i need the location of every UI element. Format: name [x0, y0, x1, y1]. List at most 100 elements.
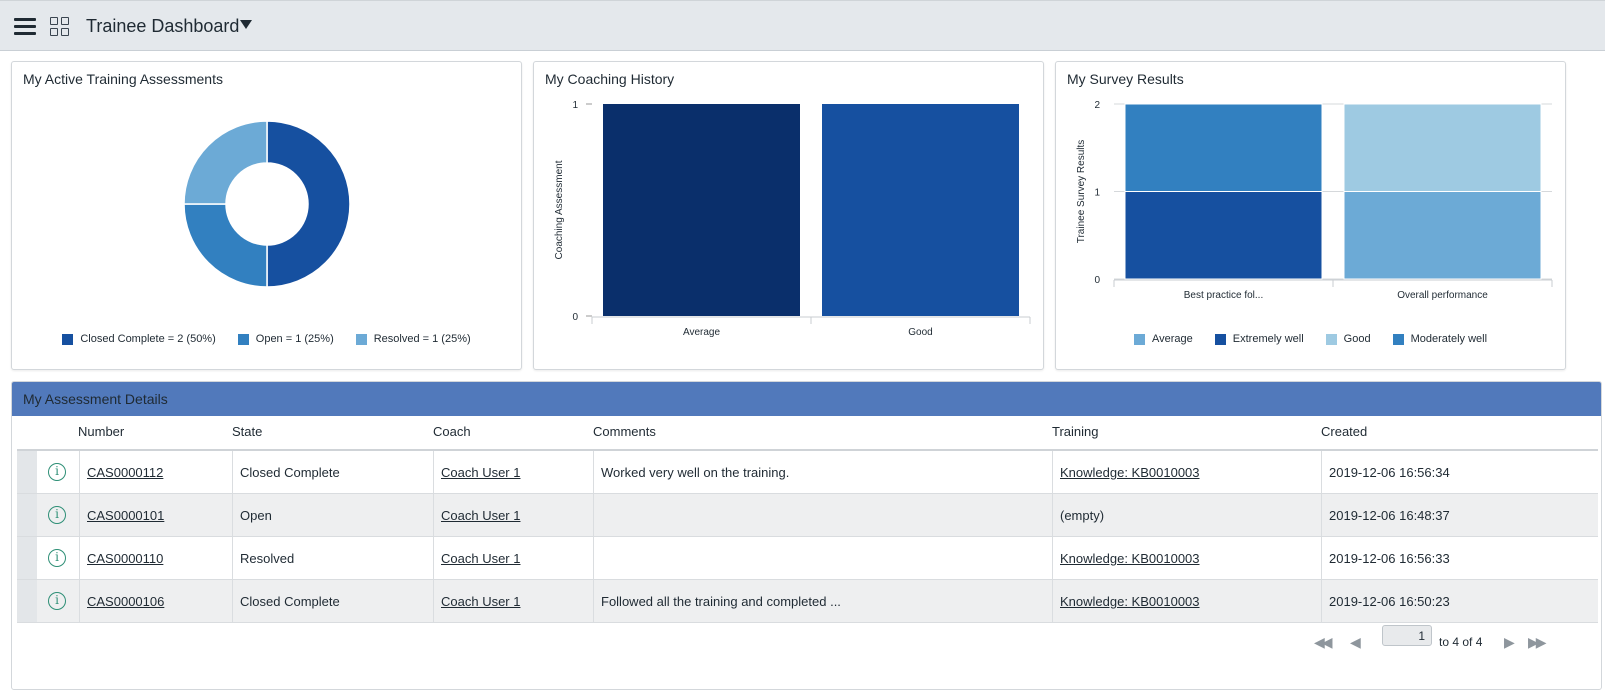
- number-cell[interactable]: CAS0000110: [87, 551, 163, 566]
- bar: [822, 104, 1019, 316]
- info-icon[interactable]: i: [48, 592, 66, 610]
- column-separator: [1052, 580, 1053, 622]
- state-cell: Open: [240, 508, 272, 523]
- legend-item[interactable]: Good: [1325, 333, 1371, 345]
- created-cell: 2019-12-06 16:48:37: [1329, 508, 1450, 523]
- number-cell[interactable]: CAS0000106: [87, 594, 164, 609]
- state-cell: Closed Complete: [240, 465, 340, 480]
- info-icon[interactable]: i: [48, 463, 66, 481]
- legend-item[interactable]: Extremely well: [1214, 333, 1304, 345]
- coach-link[interactable]: Coach User 1: [441, 465, 521, 480]
- column-header-coach[interactable]: Coach: [433, 424, 471, 439]
- last-page-icon[interactable]: ▶▶: [1528, 634, 1546, 650]
- y-axis-label: Trainee Survey Results: [1076, 140, 1087, 244]
- coach-link[interactable]: Coach User 1: [441, 594, 521, 609]
- legend-item[interactable]: Open = 1 (25%): [237, 333, 334, 345]
- x-tick-label: Good: [908, 327, 932, 338]
- card-active-training-assessments: My Active Training Assessments Closed Co…: [11, 61, 522, 370]
- card-survey-results: My Survey Results 0 1 2 Best practice fol..…: [1055, 61, 1566, 370]
- column-separator: [593, 451, 594, 493]
- training-cell[interactable]: Knowledge: KB0010003: [1060, 594, 1200, 609]
- column-separator: [232, 537, 233, 579]
- page-number-input[interactable]: [1382, 625, 1432, 646]
- training-link[interactable]: Knowledge: KB0010003: [1060, 551, 1200, 566]
- number-cell[interactable]: CAS0000101: [87, 508, 164, 523]
- training-link[interactable]: Knowledge: KB0010003: [1060, 594, 1200, 609]
- comments-cell: Worked very well on the training.: [601, 465, 790, 480]
- next-page-icon[interactable]: ▶: [1504, 634, 1515, 650]
- dashboard-dropdown-caret-icon[interactable]: [240, 20, 252, 29]
- coach-link[interactable]: Coach User 1: [441, 508, 521, 523]
- donut-slice: [266, 120, 351, 288]
- legend-item[interactable]: Resolved = 1 (25%): [355, 333, 471, 345]
- previous-page-icon[interactable]: ◀: [1350, 634, 1361, 650]
- column-separator: [1321, 494, 1322, 536]
- legend-swatch: [1133, 333, 1145, 345]
- column-header-number[interactable]: Number: [78, 424, 125, 439]
- legend-swatch: [237, 333, 249, 345]
- donut-slice: [183, 120, 268, 205]
- column-separator: [232, 451, 233, 493]
- training-cell[interactable]: Knowledge: KB0010003: [1060, 465, 1200, 480]
- column-separator: [232, 580, 233, 622]
- y-axis-label: Coaching Assessment: [554, 160, 565, 259]
- legend-label: Good: [1343, 333, 1371, 345]
- legend-item[interactable]: Moderately well: [1392, 333, 1488, 345]
- coaching-bar-chart: 0 1 Average Good Coaching Assessment: [554, 100, 1031, 338]
- column-separator: [593, 537, 594, 579]
- coach-cell[interactable]: Coach User 1: [441, 594, 520, 609]
- column-separator: [433, 580, 434, 622]
- training-cell: (empty): [1060, 508, 1105, 523]
- coach-link[interactable]: Coach User 1: [441, 551, 521, 566]
- legend-label: Extremely well: [1232, 333, 1304, 345]
- dashboards-grid-icon[interactable]: [50, 17, 70, 37]
- coach-cell[interactable]: Coach User 1: [441, 508, 520, 523]
- stacked-bar-segment: [1124, 103, 1323, 192]
- y-tick-label: 0: [1094, 275, 1100, 286]
- stacked-bar-segment: [1343, 103, 1542, 192]
- column-separator: [1321, 580, 1322, 622]
- row-gutter: [17, 537, 37, 579]
- created-cell: 2019-12-06 16:56:34: [1329, 465, 1450, 480]
- column-header-state[interactable]: State: [232, 424, 263, 439]
- number-link[interactable]: CAS0000101: [87, 508, 165, 523]
- training-link[interactable]: Knowledge: KB0010003: [1060, 465, 1200, 480]
- coach-cell[interactable]: Coach User 1: [441, 551, 520, 566]
- number-link[interactable]: CAS0000110: [87, 551, 164, 566]
- column-separator: [593, 580, 594, 622]
- number-link[interactable]: CAS0000106: [87, 594, 165, 609]
- coach-cell[interactable]: Coach User 1: [441, 465, 520, 480]
- stacked-bar-segment: [1124, 191, 1323, 280]
- legend-item[interactable]: Closed Complete = 2 (50%): [62, 333, 216, 345]
- legend-label: Moderately well: [1410, 333, 1488, 345]
- training-cell[interactable]: Knowledge: KB0010003: [1060, 551, 1200, 566]
- y-tick-label: 1: [1094, 188, 1100, 199]
- table-row: i CAS0000112 Closed Complete Coach User …: [17, 451, 1598, 494]
- details-header: My Assessment Details: [12, 382, 1601, 416]
- state-cell: Closed Complete: [240, 594, 340, 609]
- info-icon[interactable]: i: [48, 549, 66, 567]
- column-header-comments[interactable]: Comments: [593, 424, 656, 439]
- first-page-icon[interactable]: ◀◀: [1314, 634, 1332, 650]
- state-cell: Resolved: [240, 551, 295, 566]
- table-row: i CAS0000106 Closed Complete Coach User …: [17, 580, 1598, 623]
- hamburger-menu-icon[interactable]: [14, 18, 36, 36]
- info-icon[interactable]: i: [48, 506, 66, 524]
- legend-swatch: [1325, 333, 1337, 345]
- column-separator: [593, 494, 594, 536]
- legend-item[interactable]: Average: [1133, 333, 1193, 345]
- dashboard-title: Trainee Dashboard: [86, 16, 240, 36]
- x-tick-label: Average: [683, 327, 721, 338]
- created-cell: 2019-12-06 16:50:23: [1329, 594, 1450, 609]
- column-separator: [232, 494, 233, 536]
- row-gutter: [17, 494, 37, 536]
- legend-swatch: [62, 333, 74, 345]
- created-cell: 2019-12-06 16:56:33: [1329, 551, 1450, 566]
- number-link[interactable]: CAS0000112: [87, 465, 164, 480]
- number-cell[interactable]: CAS0000112: [87, 465, 163, 480]
- legend-label: Open = 1 (25%): [255, 333, 334, 345]
- column-header-training[interactable]: Training: [1052, 424, 1099, 439]
- survey-stacked-bar-chart: 0 1 2 Best practice fol... Overall performan…: [1076, 100, 1553, 301]
- column-header-created[interactable]: Created: [1321, 424, 1368, 439]
- legend-label: Average: [1151, 333, 1193, 345]
